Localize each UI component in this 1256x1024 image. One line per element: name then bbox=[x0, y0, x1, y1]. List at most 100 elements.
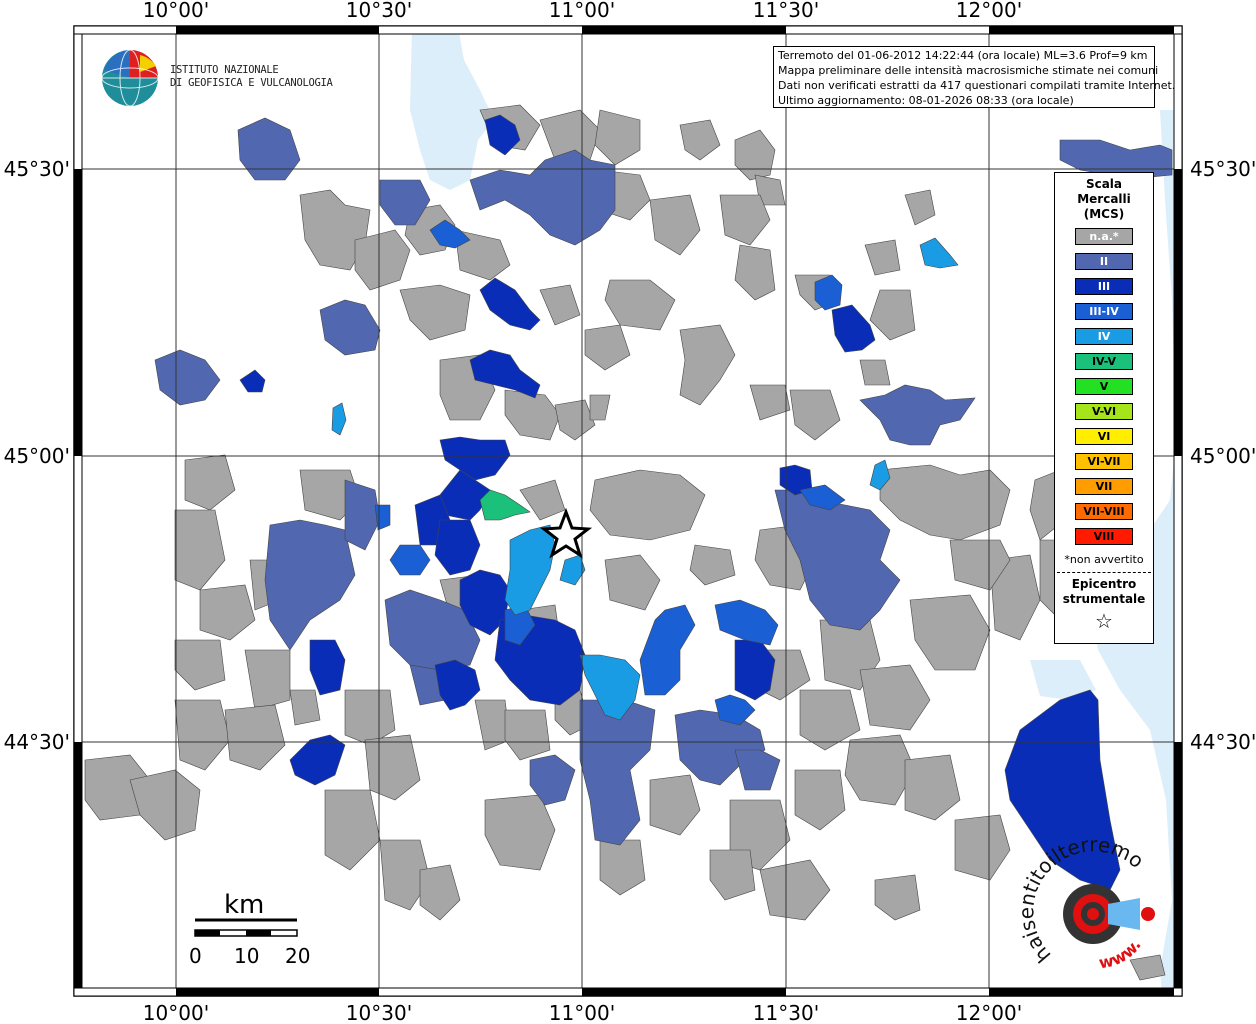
municipality-region bbox=[989, 554, 1041, 641]
municipality-region bbox=[859, 359, 891, 386]
municipality-regions bbox=[84, 104, 1173, 981]
municipality-region bbox=[429, 219, 471, 249]
lat-label: 45°00' bbox=[4, 444, 70, 468]
lat-label: 45°30' bbox=[1190, 157, 1256, 181]
institute-name: ISTITUTO NAZIONALE DI GEOFISICA E VULCAN… bbox=[170, 64, 333, 90]
municipality-region bbox=[324, 789, 381, 871]
municipality-region bbox=[399, 284, 471, 341]
municipality-region bbox=[604, 554, 661, 611]
municipality-region bbox=[154, 349, 221, 406]
municipality-region bbox=[479, 277, 541, 331]
institute-line: DI GEOFISICA E VULCANOLOGIA bbox=[170, 77, 333, 89]
municipality-region bbox=[174, 509, 226, 591]
legend-item: VI-VII bbox=[1075, 453, 1133, 470]
municipality-region bbox=[519, 479, 566, 521]
municipality-region bbox=[649, 194, 701, 256]
lon-label: 11°30' bbox=[753, 0, 819, 22]
municipality-region bbox=[344, 479, 381, 551]
scale-bar bbox=[194, 918, 298, 937]
municipality-region bbox=[734, 244, 776, 301]
legend-item: III-IV bbox=[1075, 303, 1133, 320]
legend-item: n.a.* bbox=[1075, 228, 1133, 245]
legend-item: V-VI bbox=[1075, 403, 1133, 420]
legend-item: III bbox=[1075, 278, 1133, 295]
legend-title: Scala Mercalli (MCS) bbox=[1055, 177, 1153, 222]
municipality-region bbox=[639, 604, 696, 696]
event-info-line: Dati non verificati estratti da 417 ques… bbox=[778, 79, 1176, 92]
municipality-region bbox=[649, 774, 701, 836]
municipality-region bbox=[1129, 954, 1166, 981]
epicenter-star-icon bbox=[539, 507, 593, 559]
scale-unit: km bbox=[224, 890, 265, 920]
municipality-region bbox=[539, 284, 581, 326]
municipality-region bbox=[239, 369, 266, 393]
municipality-region bbox=[689, 544, 736, 586]
municipality-region bbox=[831, 304, 876, 353]
municipality-region bbox=[309, 639, 346, 696]
municipality-region bbox=[864, 239, 901, 276]
municipality-region bbox=[679, 324, 736, 406]
municipality-region bbox=[174, 639, 226, 691]
latitude-labels-left: 45°30' 45°00' 44°30' bbox=[4, 157, 70, 754]
valli-di-comacchio bbox=[1030, 660, 1096, 700]
municipality-region bbox=[604, 279, 676, 331]
municipality-region bbox=[469, 349, 541, 399]
municipality-region bbox=[579, 699, 656, 846]
lon-label: 10°30' bbox=[346, 1001, 412, 1024]
municipality-region bbox=[734, 129, 776, 181]
epicenter-label: Epicentro strumentale bbox=[1055, 577, 1153, 607]
municipality-region bbox=[379, 179, 431, 226]
municipality-region bbox=[874, 874, 921, 921]
municipality-region bbox=[389, 544, 431, 576]
municipality-region bbox=[719, 194, 771, 246]
municipality-region bbox=[199, 584, 256, 641]
municipality-region bbox=[504, 524, 556, 616]
municipality-region bbox=[799, 689, 861, 751]
scale-label: 10 bbox=[234, 944, 260, 968]
municipality-region bbox=[714, 694, 756, 726]
latitude-labels-right: 45°30' 45°00' 44°30' bbox=[1190, 157, 1256, 754]
municipality-region bbox=[859, 664, 931, 731]
municipality-region bbox=[469, 149, 616, 246]
municipality-region bbox=[344, 689, 396, 746]
municipality-region bbox=[734, 749, 781, 791]
municipality-region bbox=[709, 849, 756, 901]
legend-item: II bbox=[1075, 253, 1133, 270]
municipality-region bbox=[559, 554, 586, 586]
scale-label: 20 bbox=[285, 944, 311, 968]
municipality-region bbox=[554, 399, 596, 441]
municipality-region bbox=[919, 237, 959, 269]
municipality-region bbox=[589, 394, 611, 421]
municipality-region bbox=[904, 189, 936, 226]
legend-title-line: Scala bbox=[1085, 177, 1123, 191]
municipality-region bbox=[789, 389, 841, 441]
municipality-region bbox=[869, 289, 916, 341]
legend-item: VI bbox=[1075, 428, 1133, 445]
legend-items: n.a.* II III III-IV IV IV-V V V-VI VI VI-VII VII VI… bbox=[1055, 228, 1153, 545]
municipality-region bbox=[904, 754, 961, 821]
municipality-region bbox=[264, 519, 356, 651]
municipality-region bbox=[174, 699, 231, 771]
municipality-region bbox=[859, 384, 976, 446]
lon-label: 12°00' bbox=[956, 0, 1022, 22]
lat-label: 44°30' bbox=[4, 730, 70, 754]
institute-line: ISTITUTO NAZIONALE bbox=[170, 64, 279, 76]
legend-item: IV-V bbox=[1075, 353, 1133, 370]
legend-note: *non avvertito bbox=[1064, 553, 1144, 566]
event-info-line: Ultimo aggiornamento: 08-01-2026 08:33 (… bbox=[778, 94, 1074, 107]
municipality-region bbox=[759, 859, 831, 921]
lon-label: 12°00' bbox=[956, 1001, 1022, 1024]
lon-label: 11°00' bbox=[549, 1001, 615, 1024]
municipality-region bbox=[419, 864, 461, 921]
municipality-region bbox=[579, 654, 641, 721]
municipality-region bbox=[354, 229, 411, 291]
municipality-region bbox=[714, 599, 779, 646]
legend-title-line: (MCS) bbox=[1083, 207, 1125, 221]
lat-label: 45°00' bbox=[1190, 444, 1256, 468]
epicenter-legend-star-icon: ☆ bbox=[1095, 609, 1113, 633]
municipality-region bbox=[439, 436, 511, 481]
municipality-region bbox=[869, 459, 891, 491]
longitude-labels-bottom: 10°00' 10°30' 11°00' 11°30' 12°00' bbox=[143, 1001, 1022, 1024]
lon-label: 11°00' bbox=[549, 0, 615, 22]
